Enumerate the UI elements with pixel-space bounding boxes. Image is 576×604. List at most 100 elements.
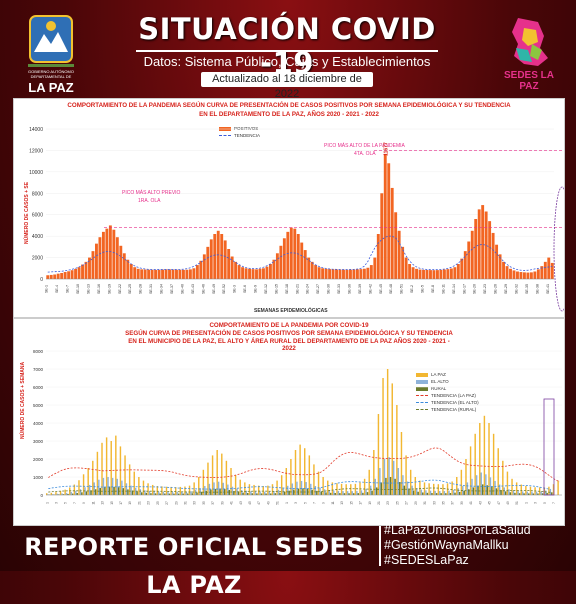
hashtag-2[interactable]: #GestiónWaynaMallku bbox=[384, 538, 564, 553]
chart1-ytick: 10000 bbox=[29, 170, 43, 176]
chart2-bar-rural bbox=[95, 489, 96, 495]
chart1-xtick: SE-36 bbox=[347, 284, 351, 294]
chart1-bar bbox=[506, 266, 509, 279]
chart1-bar bbox=[92, 251, 95, 279]
chart1-bar bbox=[123, 253, 126, 279]
chart2-bar-rural bbox=[514, 493, 515, 495]
chart2-bar-elalto bbox=[536, 492, 537, 495]
chart2-bar-rural bbox=[459, 492, 460, 495]
chart2-bar-rural bbox=[358, 493, 359, 495]
chart1-xtick: SE-1 bbox=[45, 285, 49, 293]
chart2-xtick: 29 bbox=[174, 501, 178, 505]
chart2-bar-elalto bbox=[508, 489, 509, 495]
chart2-bar-lapaz bbox=[83, 474, 84, 495]
hashtag-1[interactable]: #LaPazUnidosPorLaSalud bbox=[384, 523, 564, 538]
chart2-bar-elalto bbox=[444, 491, 445, 495]
chart2-bar-lapaz bbox=[115, 436, 116, 495]
chart2-bar-lapaz bbox=[138, 477, 139, 495]
chart2-xtick: 13 bbox=[101, 501, 105, 505]
chart1-bar bbox=[109, 225, 112, 279]
chart2-xtick: 31 bbox=[423, 501, 427, 505]
chart1-bar bbox=[182, 270, 185, 279]
chart2-xtick: 43 bbox=[478, 501, 482, 505]
chart1-bar bbox=[502, 262, 505, 279]
chart2-bar-rural bbox=[219, 489, 220, 495]
gobernacion-logo: GOBIERNO AUTÓNOMO DEPARTAMENTAL DE LA PA… bbox=[20, 14, 82, 96]
chart2-bar-lapaz bbox=[92, 461, 93, 495]
chart2-bar-rural bbox=[477, 486, 478, 495]
chart2-bar-rural bbox=[390, 477, 391, 495]
title-divider bbox=[136, 50, 438, 52]
chart2-xtick: 39 bbox=[220, 501, 224, 505]
chart1-bar bbox=[321, 268, 324, 279]
chart1-bar bbox=[206, 247, 209, 279]
hashtag-3[interactable]: #SEDESLaPaz bbox=[384, 553, 564, 568]
chart2-bar-lapaz bbox=[322, 477, 323, 495]
chart1-bar bbox=[112, 230, 115, 279]
chart1-xtick: SE-51 bbox=[400, 284, 404, 294]
chart1-bar bbox=[102, 232, 105, 279]
chart2-bar-rural bbox=[376, 487, 377, 495]
chart2-bar-lapaz bbox=[253, 485, 254, 495]
chart1-bar bbox=[74, 269, 77, 279]
chart1-bar bbox=[210, 239, 213, 279]
chart2-xtick: 7 bbox=[552, 502, 556, 504]
chart2-xtick: 29 bbox=[414, 501, 418, 505]
chart1-bar bbox=[513, 270, 516, 279]
chart1-xtick: SE-14 bbox=[452, 284, 456, 294]
chart2-bar-elalto bbox=[494, 481, 495, 495]
chart2-xtick: 35 bbox=[202, 501, 206, 505]
chart2-bar-elalto bbox=[513, 490, 514, 495]
chart1-bar bbox=[213, 234, 216, 279]
chart1-bar bbox=[293, 229, 296, 279]
chart2-bar-rural bbox=[215, 489, 216, 495]
chart2-ytick: 1000 bbox=[33, 475, 44, 480]
chart2-bar-rural bbox=[422, 492, 423, 495]
chart1-bar bbox=[551, 263, 554, 279]
chart2-bar-elalto bbox=[250, 491, 251, 495]
chart2-xtick: 5 bbox=[543, 502, 547, 504]
chart1-xtick: SE-30 bbox=[327, 284, 331, 294]
chart2-bar-lapaz bbox=[143, 481, 144, 495]
chart2-bar-lapaz bbox=[382, 378, 383, 495]
chart2-bar-rural bbox=[146, 493, 147, 495]
chart1-ytick: 4000 bbox=[32, 234, 43, 240]
chart2-bar-rural bbox=[113, 487, 114, 495]
chart2-bar-lapaz bbox=[51, 493, 52, 495]
chart2-xtick: 25 bbox=[156, 501, 160, 505]
chart2-bar-elalto bbox=[176, 492, 177, 495]
chart2-bar-rural bbox=[81, 492, 82, 495]
chart2-bar-lapaz bbox=[129, 464, 130, 495]
chart1-xtick: SE-25 bbox=[128, 284, 132, 294]
chart2-bar-rural bbox=[431, 493, 432, 495]
chart1-bar bbox=[81, 265, 84, 279]
chart2-bar-rural bbox=[348, 493, 349, 495]
chart1-xtick: SE-18 bbox=[285, 284, 289, 294]
chart1-bar bbox=[370, 265, 373, 279]
chart2-bar-rural bbox=[141, 492, 142, 495]
chart2-bar-lapaz bbox=[507, 472, 508, 495]
chart2-xtick: 17 bbox=[119, 501, 123, 505]
chart1-ytick: 8000 bbox=[32, 191, 43, 197]
chart2-ytick: 3000 bbox=[33, 439, 44, 444]
chart1-xtick: SE-32 bbox=[514, 284, 518, 294]
chart1-xtick: SE-11 bbox=[441, 284, 445, 294]
chart1-bar bbox=[478, 209, 481, 279]
chart2-bar-elalto bbox=[365, 489, 366, 495]
chart2-xtick: 27 bbox=[165, 501, 169, 505]
chart2-bar-rural bbox=[394, 479, 395, 495]
chart2-bar-elalto bbox=[149, 491, 150, 495]
chart1-bar bbox=[433, 270, 436, 279]
chart2-bar-lapaz bbox=[263, 486, 264, 495]
chart2-bar-rural bbox=[247, 493, 248, 495]
chart1-bar bbox=[266, 267, 269, 279]
chart2-bar-elalto bbox=[448, 491, 449, 495]
chart1-bar bbox=[57, 274, 60, 279]
chart1-bar bbox=[53, 275, 56, 280]
chart1-xtick: SE-24 bbox=[306, 284, 310, 294]
chart2-bar-elalto bbox=[411, 486, 412, 495]
chart1-bar bbox=[259, 269, 262, 279]
chart1-bar bbox=[352, 270, 355, 279]
chart1-bar bbox=[50, 275, 53, 279]
